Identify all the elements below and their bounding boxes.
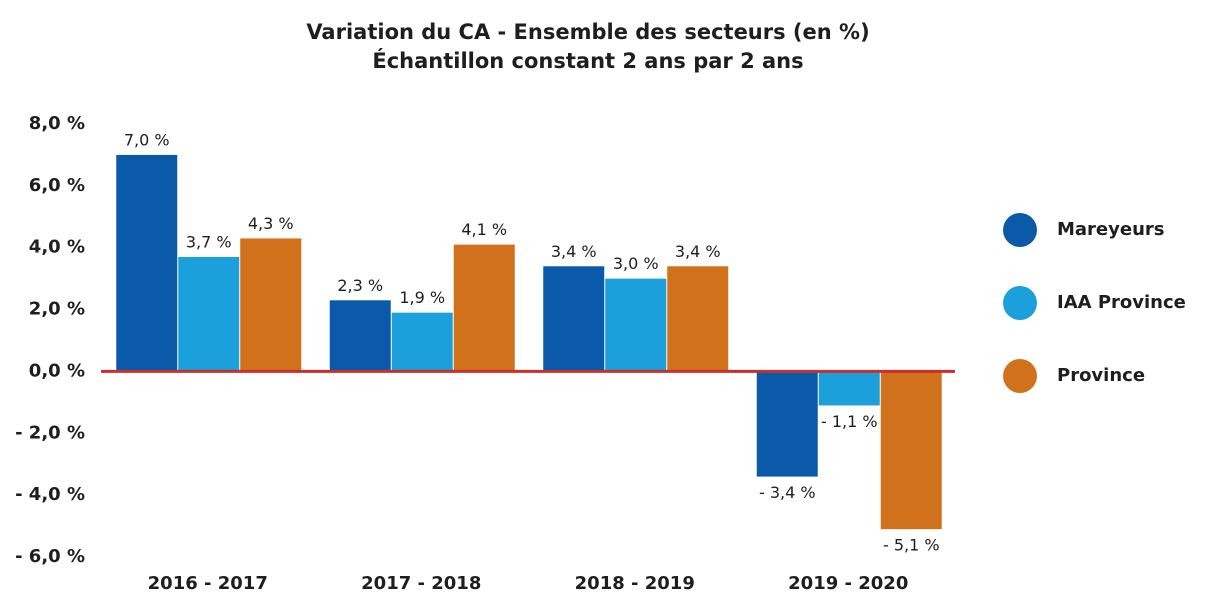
bar [756,371,818,477]
bar [605,278,667,372]
y-tick-label: - 2,0 % [15,422,85,443]
value-label: 3,7 % [186,232,232,251]
bar [667,266,729,372]
value-label: 1,9 % [399,288,445,307]
y-tick-label: 2,0 % [29,299,85,320]
x-tick-label: 2019 - 2020 [788,573,908,594]
bar [116,154,178,372]
y-tick-label: 4,0 % [29,237,85,258]
legend-swatch [1003,286,1037,320]
value-label: - 1,1 % [821,412,878,431]
value-label: 2,3 % [337,276,383,295]
legend-swatch [1003,359,1037,393]
value-label: 3,4 % [675,242,721,261]
y-tick-label: - 4,0 % [15,484,85,505]
value-label: 3,4 % [551,242,597,261]
value-label: 4,3 % [248,214,294,233]
y-tick-label: 0,0 % [29,360,85,381]
legend-swatch [1003,213,1037,247]
x-tick-label: 2016 - 2017 [148,573,268,594]
bar [240,238,302,372]
value-label: 3,0 % [613,254,659,273]
chart-title: Variation du CA - Ensemble des secteurs … [306,20,869,44]
bar [329,300,391,372]
y-tick-label: 8,0 % [29,113,85,134]
bar [880,371,942,530]
value-label: - 3,4 % [759,483,816,502]
bar [391,312,453,372]
legend-label: Mareyeurs [1057,219,1165,240]
chart-subtitle: Échantillon constant 2 ans par 2 ans [372,48,803,73]
x-tick-label: 2017 - 2018 [361,573,481,594]
legend-label: IAA Province [1057,292,1186,313]
y-tick-label: 6,0 % [29,175,85,196]
legend-label: Province [1057,365,1145,386]
value-label: 7,0 % [124,130,170,149]
bar [178,256,240,372]
bar [543,266,605,372]
value-label: - 5,1 % [883,536,940,555]
x-tick-label: 2018 - 2019 [575,573,695,594]
value-label: 4,1 % [461,220,507,239]
y-tick-label: - 6,0 % [15,546,85,567]
bar [818,371,880,406]
bar [453,244,515,372]
